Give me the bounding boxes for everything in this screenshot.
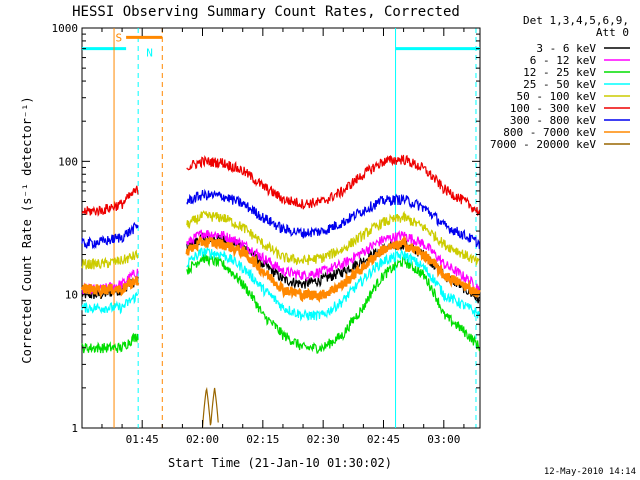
series-line <box>81 249 139 270</box>
y-tick-label: 10 <box>65 289 78 302</box>
legend-entry-label: 3 - 6 keV <box>536 42 596 55</box>
y-tick-label: 100 <box>58 155 78 168</box>
legend-entry-label: 100 - 300 keV <box>510 102 596 115</box>
legend-entry-label: 25 - 50 keV <box>523 78 596 91</box>
y-tick-label: 1000 <box>52 22 79 35</box>
axes-layer: 01:45 02:00 02:15 02:30 02:45 03:00 1 10 100 1000 <box>52 22 480 446</box>
plot-frame <box>81 27 481 429</box>
series-line <box>185 234 481 303</box>
series-line <box>201 386 219 429</box>
series-line <box>186 210 480 267</box>
legend-header-line-2: Att 0 <box>596 26 629 39</box>
series-line <box>81 185 139 217</box>
series-line <box>81 221 139 250</box>
series-line <box>80 276 140 299</box>
timestamp: 12-May-2010 14:14 <box>544 467 636 477</box>
legend-header-line-1: Det 1,3,4,5,6,9, <box>523 14 629 27</box>
y-axis-label: Corrected Count Rate (s⁻¹ detector⁻¹) <box>20 96 34 363</box>
overlay-markers: SN <box>82 28 480 428</box>
series-line <box>186 247 480 322</box>
legend-entry-label: 7000 - 20000 keV <box>490 138 596 151</box>
legend-entry-label: 800 - 7000 keV <box>503 126 596 139</box>
x-axis-label: Start Time (21-Jan-10 01:30:02) <box>168 456 392 470</box>
series-line <box>81 291 139 315</box>
series-layer <box>80 154 481 429</box>
s-marker-label: S <box>115 31 122 44</box>
series-line <box>186 154 480 216</box>
x-tick-label: 02:30 <box>307 433 340 446</box>
n-marker-label: N <box>146 47 153 60</box>
x-tick-label: 02:00 <box>186 433 219 446</box>
legend-entry-label: 300 - 800 keV <box>510 114 596 127</box>
x-tick-label: 02:45 <box>367 433 400 446</box>
chart-title: HESSI Observing Summary Count Rates, Cor… <box>72 4 460 20</box>
legend-entry-label: 6 - 12 keV <box>530 54 597 67</box>
series-line <box>81 332 139 354</box>
x-tick-label: 01:45 <box>126 433 159 446</box>
series-line <box>186 229 480 294</box>
x-tick-label: 03:00 <box>427 433 460 446</box>
series-line <box>186 188 480 249</box>
series-line <box>186 251 480 354</box>
x-tick-label: 02:15 <box>246 433 279 446</box>
y-tick-label: 1 <box>71 422 78 435</box>
legend-entry-label: 50 - 100 keV <box>517 90 597 103</box>
legend-entry-label: 12 - 25 keV <box>523 66 596 79</box>
